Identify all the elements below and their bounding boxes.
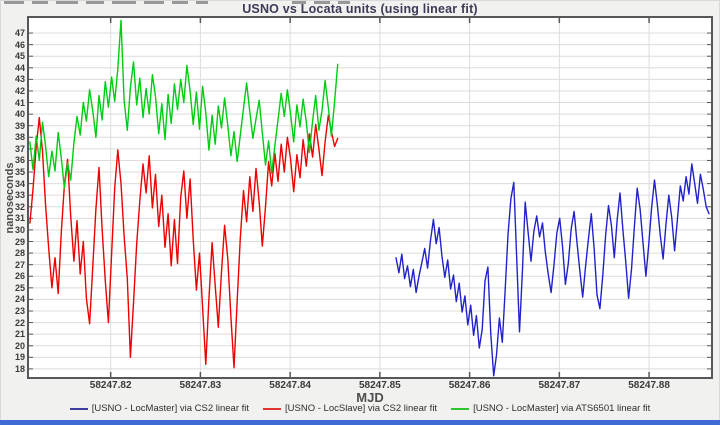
legend-line-swatch bbox=[69, 407, 88, 410]
y-tick-label: 37 bbox=[14, 143, 25, 154]
y-tick-label: 40 bbox=[14, 109, 25, 120]
y-tick-label: 27 bbox=[14, 259, 25, 270]
legend-label: [USNO - LocMaster] via ATS6501 linear fi… bbox=[473, 403, 651, 414]
y-tick-label: 20 bbox=[14, 340, 25, 351]
y-tick-label: 25 bbox=[14, 282, 25, 293]
y-tick-label: 30 bbox=[14, 224, 25, 235]
menu-dash bbox=[4, 1, 24, 4]
y-tick-label: 18 bbox=[14, 363, 25, 374]
y-tick-label: 47 bbox=[14, 28, 25, 39]
window-bottom-edge bbox=[0, 420, 720, 425]
plot-area bbox=[27, 16, 713, 379]
chart-canvas bbox=[29, 18, 711, 377]
y-tick-label: 19 bbox=[14, 352, 25, 363]
menu-dash bbox=[292, 1, 306, 4]
legend-item: [USNO - LocMaster] via ATS6501 linear fi… bbox=[451, 403, 650, 414]
y-tick-label: 38 bbox=[14, 132, 25, 143]
y-tick-label: 33 bbox=[14, 190, 25, 201]
menu-dash bbox=[314, 1, 330, 4]
y-tick-label: 36 bbox=[14, 155, 25, 166]
y-tick-label: 21 bbox=[14, 329, 25, 340]
x-tick-label: 58247.82 bbox=[89, 380, 132, 391]
menu-dash bbox=[196, 1, 208, 4]
y-tick-label: 39 bbox=[14, 120, 25, 131]
chart-title: USNO vs Locata units (using linear fit) bbox=[242, 2, 478, 16]
menu-dash bbox=[172, 1, 188, 4]
x-tick-label: 58247.88 bbox=[628, 380, 670, 391]
y-axis-label: nanoseconds bbox=[4, 162, 16, 234]
menu-dash bbox=[144, 1, 164, 4]
chart-legend: [USNO - LocMaster] via CS2 linear fit [US… bbox=[0, 403, 720, 414]
menu-dash bbox=[86, 1, 104, 4]
menu-dash bbox=[338, 1, 350, 4]
series-line bbox=[29, 114, 339, 369]
x-tick-label: 58247.85 bbox=[359, 380, 401, 391]
y-tick-label: 32 bbox=[14, 201, 25, 212]
legend-item: [USNO - LocMaster] via CS2 linear fit bbox=[69, 403, 250, 414]
legend-label: [USNO - LocMaster] via CS2 linear fit bbox=[91, 403, 250, 414]
legend-line-swatch bbox=[263, 407, 282, 410]
legend-item: [USNO - LocSlave] via CS2 linear fit bbox=[263, 403, 437, 414]
y-tick-label: 28 bbox=[14, 248, 25, 259]
x-axis-label: MJD bbox=[356, 390, 384, 405]
y-tick-label: 31 bbox=[14, 213, 25, 224]
series-line bbox=[29, 19, 339, 189]
x-tick-label: 58247.86 bbox=[448, 380, 491, 391]
y-tick-label: 43 bbox=[14, 74, 25, 85]
y-tick-label: 45 bbox=[14, 51, 25, 62]
x-tick-label: 58247.83 bbox=[179, 380, 222, 391]
y-tick-label: 34 bbox=[14, 178, 25, 189]
y-tick-label: 29 bbox=[14, 236, 25, 247]
y-tick-label: 46 bbox=[14, 39, 25, 50]
x-tick-label: 58247.84 bbox=[269, 380, 311, 391]
y-tick-label: 24 bbox=[14, 294, 25, 305]
legend-line-swatch bbox=[451, 407, 470, 410]
series-line bbox=[395, 163, 710, 377]
y-tick-label: 23 bbox=[14, 305, 25, 316]
menu-dash bbox=[56, 1, 78, 4]
x-tick-label: 58247.87 bbox=[538, 380, 581, 391]
y-tick-label: 41 bbox=[14, 97, 25, 108]
menu-dash bbox=[32, 1, 48, 4]
y-tick-label: 26 bbox=[14, 271, 25, 282]
legend-label: [USNO - LocSlave] via CS2 linear fit bbox=[285, 403, 438, 414]
y-tick-label: 22 bbox=[14, 317, 25, 328]
y-tick-label: 42 bbox=[14, 85, 25, 96]
y-tick-label: 44 bbox=[14, 62, 25, 73]
y-tick-label: 35 bbox=[14, 167, 25, 178]
menu-dash bbox=[112, 1, 136, 4]
